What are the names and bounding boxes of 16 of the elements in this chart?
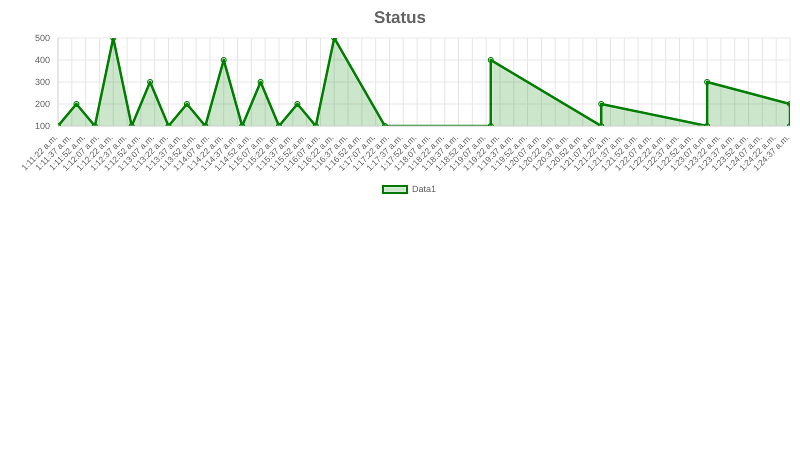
legend-label: Data1 (412, 184, 436, 194)
y-tick-label: 500 (34, 33, 50, 44)
y-tick-label: 400 (34, 55, 50, 66)
chart-title: Status (373, 8, 427, 28)
y-tick-label: 200 (34, 99, 50, 110)
y-tick-label: 100 (34, 121, 50, 132)
point (184, 101, 190, 107)
y-tick-label: 300 (34, 77, 50, 88)
point (598, 101, 604, 107)
point (704, 79, 710, 85)
point (258, 79, 264, 85)
point (488, 57, 494, 63)
point (294, 101, 300, 107)
point (220, 57, 227, 63)
point (73, 101, 80, 107)
point (147, 79, 154, 85)
